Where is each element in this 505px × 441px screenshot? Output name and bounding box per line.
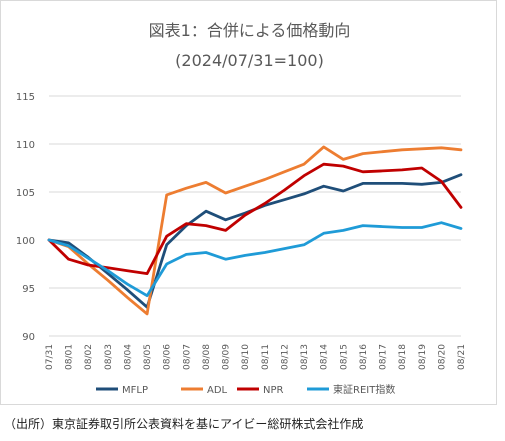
x-tick-label: 08/15 [339,344,349,370]
legend-label: MFLP [122,385,148,396]
chart-subtitle: (2024/07/31=100) [175,51,324,70]
y-tick-label: 100 [16,236,35,247]
series-line [47,162,463,276]
legend-label: ADL [207,385,228,396]
x-tick-label: 08/08 [202,344,212,370]
legend-label: NPR [263,385,284,396]
series-line [47,145,463,316]
y-tick-label: 105 [16,188,35,199]
x-tick-label: 08/04 [123,344,133,370]
series-lines [47,145,463,316]
x-tick-label: 08/06 [163,344,173,370]
series-line [47,173,463,309]
x-axis-tick-labels: 07/31 08/01 08/02 08/03 08/04 08/05 08/06 08/07… [45,344,467,370]
y-tick-label: 90 [22,332,35,343]
x-tick-label: 08/21 [457,344,467,370]
x-tick-label: 08/16 [359,344,369,370]
series-line [47,221,463,298]
y-tick-label: 95 [22,284,35,295]
x-tick-label: 07/31 [45,344,55,370]
x-tick-label: 08/11 [261,344,271,370]
y-axis-tick-labels: 90 95 100 105 110 115 [16,92,35,343]
y-tick-label: 110 [16,140,35,151]
x-tick-label: 08/01 [65,344,75,370]
line-chart: 90 95 100 105 110 115 07/31 08/01 08/02 08/03 08/… [16,92,467,396]
x-tick-label: 08/12 [280,344,290,370]
x-tick-label: 08/05 [143,344,153,370]
chart-title: 図表1：合併による価格動向 [148,21,351,40]
x-tick-label: 08/20 [437,344,447,370]
gridlines [49,95,461,337]
x-tick-label: 08/18 [398,344,408,370]
legend: MFLP ADL NPR 東証REIT指数 [96,383,395,396]
source-note: （出所）東京証券取引所公表資料を基にアイビー総研株式会社作成 [4,417,364,431]
x-tick-label: 08/03 [104,344,114,370]
x-tick-label: 08/07 [182,344,192,370]
x-tick-label: 08/14 [320,344,330,370]
x-tick-label: 08/10 [241,344,251,370]
chart-frame: 図表1：合併による価格動向 (2024/07/31=100) 90 95 100 10… [0,0,497,405]
legend-label: 東証REIT指数 [333,383,395,396]
x-tick-label: 08/09 [222,344,232,370]
x-tick-label: 08/19 [418,344,428,370]
x-tick-label: 08/02 [84,344,94,370]
x-tick-label: 08/17 [379,344,389,370]
x-tick-label: 08/13 [300,344,310,370]
y-tick-label: 115 [16,92,35,103]
